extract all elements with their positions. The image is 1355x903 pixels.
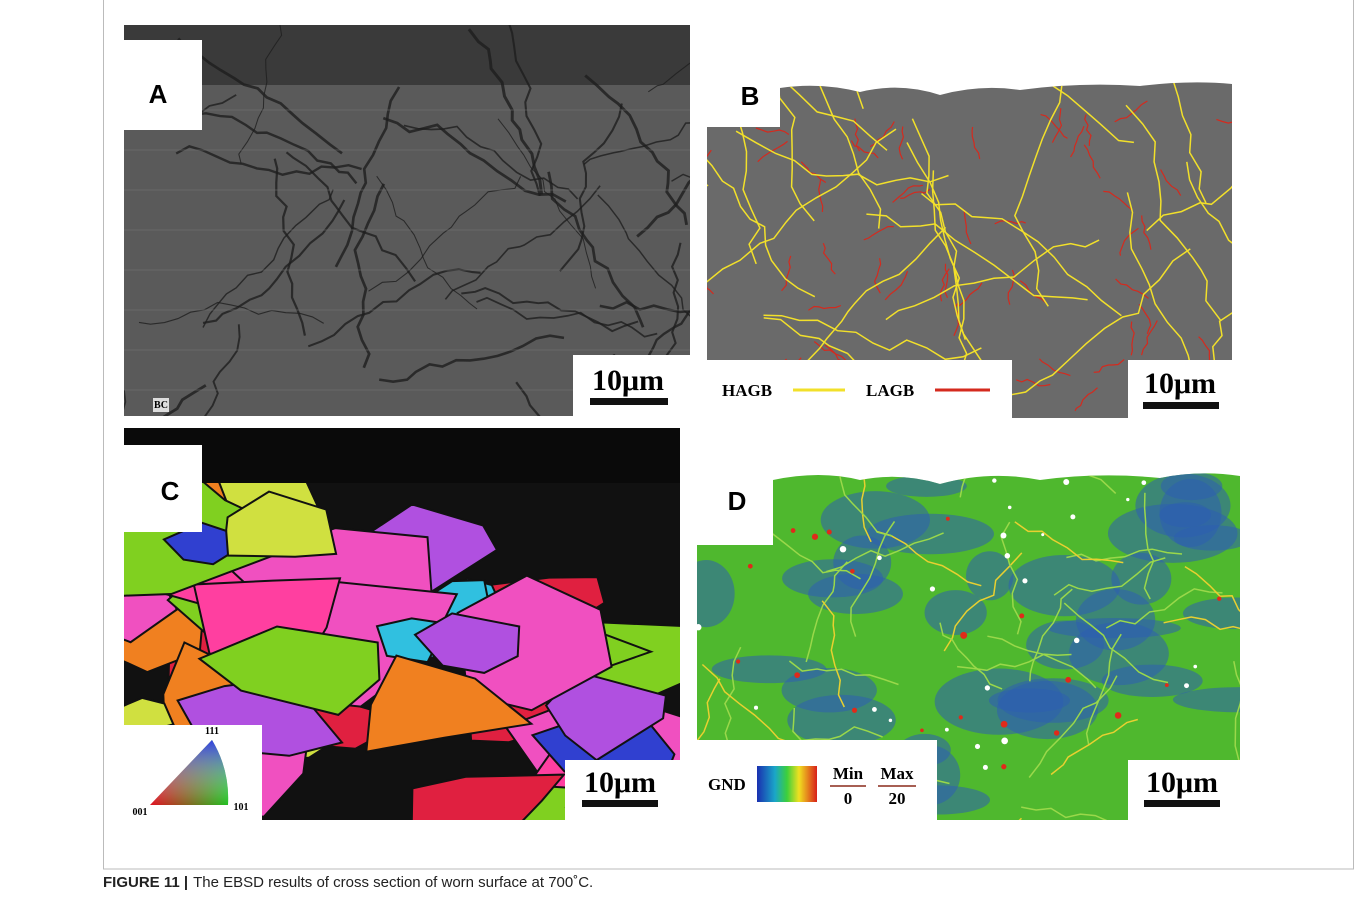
gnd-spot [975, 744, 980, 749]
low-gnd-region [886, 475, 967, 496]
scale-bar-label: 10μm [592, 364, 664, 397]
min-label: Min [833, 764, 864, 783]
scale-bar [1143, 402, 1219, 409]
legend-label: LAGB [866, 381, 914, 400]
low-gnd-region [1009, 555, 1121, 616]
gnd-spot [930, 586, 935, 591]
scale-bar-label: 10μm [1144, 367, 1216, 400]
gnd-spot [1074, 638, 1079, 643]
gnd-spot [850, 569, 855, 574]
high-gnd-band [790, 808, 853, 903]
gnd-spot [754, 706, 758, 710]
low-gnd-region [678, 560, 735, 627]
panel-label: B [741, 81, 760, 111]
scale-bar-label: 10μm [1146, 766, 1218, 799]
low-gnd-region [1161, 472, 1223, 500]
high-gnd-band [916, 818, 1022, 887]
lagb-boundary [1232, 416, 1245, 446]
gnd-spot [852, 708, 857, 713]
low-gnd-region [1173, 687, 1307, 712]
gnd-spot [736, 659, 740, 663]
gnd-spot [748, 564, 753, 569]
gnd-spot [1217, 597, 1221, 601]
panel-label: D [728, 486, 747, 516]
gnd-spot [1001, 738, 1008, 745]
gnd-spot [1184, 683, 1189, 688]
figure: A 10μm BC B HAGB LAGB 10μm C 111 001 101… [0, 0, 1355, 903]
scale-bar [590, 398, 668, 405]
max-label: Max [880, 764, 914, 783]
caption-text: The EBSD results of cross section of wor… [193, 874, 593, 891]
gnd-spot [1041, 533, 1044, 536]
gnd-spot [794, 672, 800, 678]
low-gnd-region [925, 590, 987, 635]
surface-layer [124, 25, 690, 85]
gnd-spot [960, 632, 967, 639]
ipf-corner: 001 [133, 807, 148, 818]
min-value: 0 [844, 789, 853, 808]
gnd-spot [1054, 730, 1059, 735]
gnd-spot [1115, 712, 1122, 719]
legend-label: HAGB [722, 381, 772, 400]
gnd-spot [1019, 613, 1024, 618]
gnd-spot [1001, 764, 1006, 769]
gnd-spot [889, 719, 892, 722]
gnd-spot [1165, 683, 1169, 687]
color-bar [757, 766, 817, 802]
gnd-spot [877, 556, 882, 561]
page: Figure 11 {"panels": [ {"label": "A", "s… [0, 0, 1355, 903]
low-gnd-region [966, 551, 1013, 600]
gnd-spot [985, 685, 990, 690]
caption: FIGURE 11 | The EBSD results of cross sec… [103, 874, 593, 891]
gnd-spot [959, 715, 963, 719]
gnd-spot [920, 728, 924, 732]
low-gnd-region [1047, 618, 1181, 638]
gnd-spot [1141, 480, 1146, 485]
body: A 10μm BC B HAGB LAGB 10μm C 111 001 101… [0, 0, 1355, 903]
gnd-spot [1065, 677, 1071, 683]
lagb-boundary [690, 260, 708, 289]
low-gnd-region [1159, 502, 1211, 527]
max-value: 20 [889, 789, 906, 808]
gnd-spot [1022, 578, 1027, 583]
gnd-spot [695, 624, 701, 630]
ipf-corner: 111 [205, 726, 219, 737]
caption-label: FIGURE 11 | [103, 874, 188, 891]
gnd-spot [1063, 479, 1069, 485]
surface-black [124, 428, 680, 483]
gnd-spot [1126, 498, 1129, 501]
corner-tag: BC [154, 400, 168, 411]
panel-label: C [161, 476, 180, 506]
gnd-spot [1070, 514, 1075, 519]
gnd-spot [827, 530, 832, 535]
scale-bar-label: 10μm [584, 766, 656, 799]
gnd-spot [1008, 506, 1012, 510]
gnd-spot [945, 728, 949, 732]
panel-label: A [149, 79, 168, 109]
low-gnd-region [1102, 665, 1203, 697]
gnd-spot [1193, 665, 1197, 669]
gnd-spot [840, 546, 846, 552]
gnd-spot [1001, 533, 1007, 539]
gnd-spot [946, 517, 950, 521]
ipf-corner: 101 [234, 802, 249, 813]
gnd-spot [872, 707, 877, 712]
scale-bar [1144, 800, 1220, 807]
gnd-spot [983, 765, 988, 770]
gnd-spot [791, 528, 796, 533]
gnd-spot [992, 478, 996, 482]
gnd-spot [1005, 553, 1011, 559]
legend-title: GND [708, 775, 746, 794]
grain-boundary [68, 390, 126, 562]
gnd-spot [812, 534, 818, 540]
gnd-spot [1001, 721, 1008, 728]
scale-bar [582, 800, 658, 807]
